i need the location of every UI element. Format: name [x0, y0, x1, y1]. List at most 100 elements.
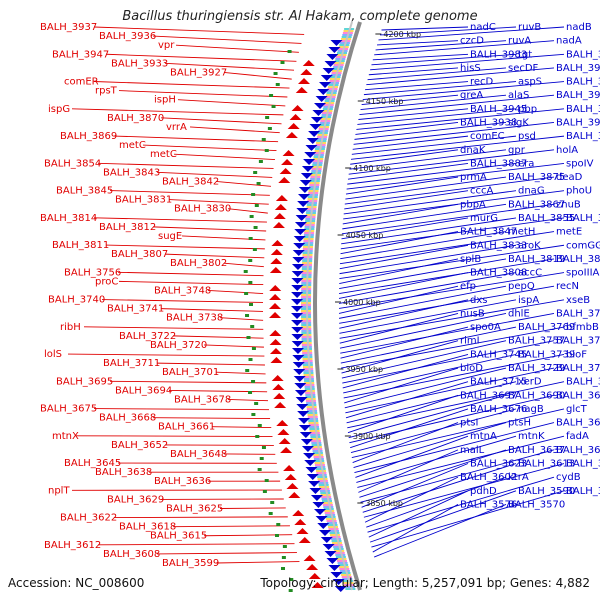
feature-segment [311, 440, 322, 442]
gc-marker [244, 292, 249, 295]
left-connector [156, 362, 265, 366]
right-gene-label: BALH_3975 [566, 49, 600, 60]
left-gene-label: BALH_3741 [107, 304, 164, 315]
right-connector [369, 490, 517, 543]
gene-arrow-plus [287, 123, 300, 129]
right-gene-label: deaD [556, 172, 583, 183]
feature-segment [316, 474, 327, 476]
gene-arrow-plus [270, 258, 283, 264]
feature-segment [303, 366, 314, 368]
gene-arrow-minus [292, 362, 305, 368]
gene-arrow-minus [291, 341, 304, 347]
right-gene-label: splB [460, 254, 481, 265]
left-gene-label: BALH_3608 [103, 549, 160, 560]
left-connector [93, 217, 267, 223]
feature-segment [331, 540, 342, 542]
gene-arrow-minus [330, 40, 343, 46]
right-gene-label: xseB [566, 295, 590, 306]
left-connector [227, 399, 269, 402]
gene-arrow-plus [278, 177, 291, 183]
feature-segment [340, 572, 351, 574]
gene-arrow-minus [293, 243, 306, 249]
feature-segment [302, 362, 313, 364]
left-gene-label: BALH_3615 [150, 531, 207, 542]
gc-marker [248, 358, 253, 361]
left-gene-label: BALH_3812 [99, 222, 156, 233]
right-connector [362, 81, 565, 101]
left-gene-label: BALH_3811 [52, 240, 109, 251]
gene-arrow-minus [317, 89, 330, 95]
gc-marker [248, 237, 253, 240]
feature-segment [324, 510, 335, 512]
gene-arrow-plus [276, 420, 289, 426]
right-gene-label: BALH_3690 [508, 390, 565, 401]
gene-arrow-minus [299, 432, 312, 438]
right-gene-label: BALH_3729 [508, 363, 565, 374]
gene-arrow-minus [301, 446, 314, 452]
right-gene-label: nadB [566, 22, 592, 33]
gene-arrow-minus [291, 264, 304, 270]
feature-segment [344, 586, 355, 588]
right-gene-label: znuB [556, 199, 581, 210]
left-gene-label: BALH_3711 [103, 358, 160, 369]
gene-arrow-plus [291, 105, 304, 111]
left-gene-label: BALH_3618 [119, 522, 176, 533]
right-connector [354, 122, 507, 140]
gene-arrow-plus [278, 438, 291, 444]
gene-arrow-minus [317, 523, 330, 529]
right-gene-label: efp [460, 281, 476, 292]
feature-segment [336, 558, 347, 560]
right-connector [353, 122, 555, 145]
left-connector [152, 417, 271, 420]
left-connector [83, 326, 264, 330]
gene-arrow-minus [334, 586, 347, 592]
gene-arrow-minus [296, 404, 309, 410]
feature-segment [317, 480, 328, 482]
left-connector [168, 199, 269, 205]
feature-segment [317, 476, 328, 478]
right-connector [372, 53, 469, 61]
gene-arrow-plus [283, 465, 296, 471]
right-gene-label: pepQ [508, 281, 535, 292]
right-connector [341, 203, 555, 235]
gene-arrow-minus [322, 68, 335, 74]
right-connector [366, 476, 507, 528]
feature-segment [307, 418, 318, 420]
feature-segment [307, 410, 318, 412]
feature-segment [328, 530, 339, 532]
feature-segment [322, 502, 333, 504]
feature-segment [302, 356, 313, 358]
right-connector [340, 326, 469, 359]
gene-arrow-plus [273, 393, 286, 399]
left-connector [215, 180, 272, 187]
gene-arrow-minus [305, 145, 318, 151]
gc-marker [264, 149, 269, 152]
gene-arrow-minus [297, 411, 310, 417]
left-connector [113, 135, 279, 143]
left-connector [207, 290, 264, 294]
right-gene-label: comGG [566, 240, 600, 251]
right-gene-label: ruvB [518, 22, 541, 33]
gc-marker [271, 105, 276, 108]
feature-segment [324, 512, 335, 514]
left-connector [101, 299, 264, 303]
gene-arrow-minus [306, 474, 319, 480]
left-gene-label: BALH_3802 [170, 258, 227, 269]
gc-marker [248, 391, 253, 394]
gc-markers [243, 50, 294, 592]
feature-segment [303, 368, 314, 370]
right-gene-label: era [518, 158, 534, 169]
gc-marker [245, 314, 250, 317]
right-connector [339, 231, 555, 265]
right-gene-label: BALH_3938 [460, 117, 517, 128]
feature-segment [317, 478, 328, 480]
right-connector [339, 313, 459, 344]
gc-marker [248, 281, 253, 284]
left-gene-label: BALH_3638 [95, 467, 152, 478]
feature-segment [313, 456, 324, 458]
feature-segment [308, 420, 319, 422]
feature-segment [307, 416, 318, 418]
right-connector [352, 422, 459, 463]
feature-segment [316, 470, 327, 472]
feature-segment [332, 542, 343, 544]
